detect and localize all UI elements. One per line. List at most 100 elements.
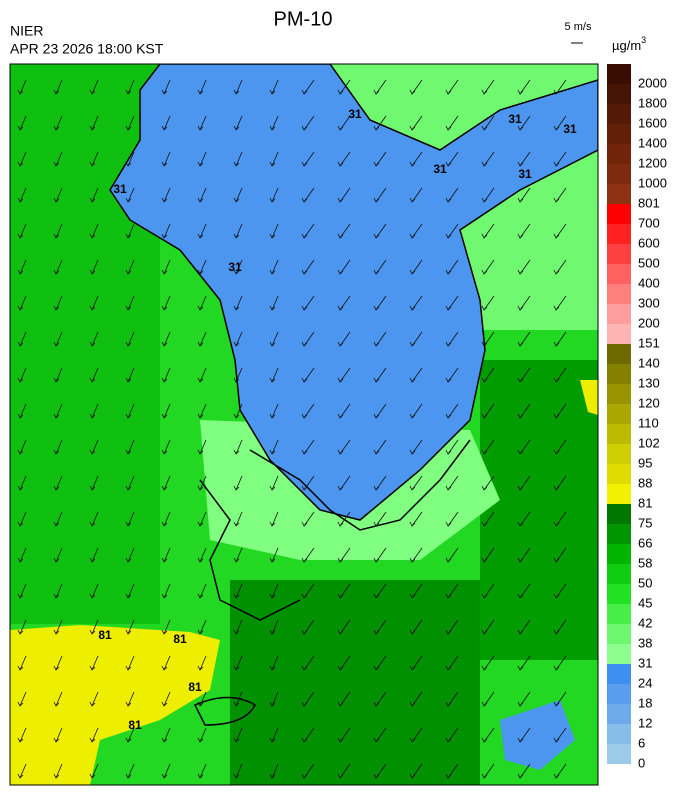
- colorbar-segment: [607, 124, 631, 144]
- wind-arrow-head: [17, 377, 24, 383]
- wind-arrow-head: [89, 665, 96, 671]
- wind-arrow: [483, 151, 495, 167]
- wind-arrow-head: [125, 233, 132, 239]
- wind-arrow-head: [53, 197, 60, 203]
- wind-arrow: [447, 115, 459, 131]
- wind-arrow-head: [481, 233, 488, 239]
- colorbar-segment: [607, 584, 631, 604]
- wind-arrow-head: [301, 125, 308, 131]
- wind-arrow: [411, 331, 423, 347]
- wind-arrow-head: [269, 89, 276, 95]
- wind-arrow: [163, 691, 171, 707]
- colorbar-label: 2000: [638, 75, 667, 90]
- wind-arrow: [235, 259, 243, 275]
- wind-arrow-head: [89, 773, 96, 779]
- wind-arrow-head: [409, 665, 416, 671]
- wind-arrow-head: [89, 125, 96, 131]
- wind-arrow: [375, 727, 387, 743]
- wind-arrow-head: [301, 377, 308, 383]
- wind-arrow-head: [17, 665, 24, 671]
- wind-arrow: [91, 439, 99, 455]
- wind-arrow: [127, 187, 135, 203]
- wind-arrow: [483, 187, 495, 203]
- wind-arrow-head: [553, 341, 560, 347]
- colorbar-segment: [607, 224, 631, 244]
- wind-arrow: [271, 547, 279, 563]
- wind-arrow: [271, 583, 279, 599]
- wind-arrow-head: [553, 557, 560, 563]
- wind-arrow-head: [445, 773, 452, 779]
- wind-arrow-head: [233, 305, 240, 311]
- wind-arrow-head: [337, 701, 344, 707]
- wind-arrow-head: [337, 161, 344, 167]
- wind-arrow-head: [89, 89, 96, 95]
- wind-arrow: [199, 691, 207, 707]
- wind-arrow-head: [517, 557, 524, 563]
- wind-arrow: [339, 151, 351, 167]
- wind-arrow: [411, 151, 423, 167]
- wind-arrow-head: [89, 197, 96, 203]
- wind-arrow: [199, 763, 207, 779]
- wind-arrow: [483, 655, 495, 671]
- wind-arrow-head: [269, 737, 276, 743]
- wind-arrow: [19, 223, 27, 239]
- wind-arrow-head: [89, 161, 96, 167]
- wind-arrow-head: [481, 665, 488, 671]
- wind-arrow-head: [517, 701, 524, 707]
- wind-arrow-head: [269, 521, 276, 527]
- wind-arrow: [163, 367, 171, 383]
- wind-arrow: [55, 655, 63, 671]
- wind-arrow-head: [233, 593, 240, 599]
- wind-arrow: [375, 259, 387, 275]
- wind-arrow-head: [53, 593, 60, 599]
- colorbar-label: 200: [638, 315, 660, 330]
- wind-arrow: [127, 691, 135, 707]
- wind-arrow: [483, 619, 495, 635]
- wind-arrow-head: [17, 557, 24, 563]
- wind-arrow: [235, 79, 243, 95]
- wind-arrow-head: [89, 593, 96, 599]
- wind-arrow: [555, 655, 567, 671]
- colorbar-segment: [607, 144, 631, 164]
- wind-arrow-head: [53, 629, 60, 635]
- wind-arrow: [91, 547, 99, 563]
- wind-arrow-head: [17, 701, 24, 707]
- wind-arrow-head: [125, 197, 132, 203]
- wind-arrow: [55, 259, 63, 275]
- wind-arrow: [519, 619, 531, 635]
- wind-arrow-head: [445, 377, 452, 383]
- wind-arrow-head: [53, 341, 60, 347]
- wind-arrow: [375, 655, 387, 671]
- wind-arrow-head: [553, 737, 560, 743]
- wind-arrow-head: [301, 161, 308, 167]
- wind-arrow: [375, 475, 387, 491]
- wind-arrow: [339, 439, 351, 455]
- wind-arrow: [447, 619, 459, 635]
- wind-arrow-head: [373, 89, 380, 95]
- wind-arrow: [91, 727, 99, 743]
- contour-label: 31: [563, 122, 577, 136]
- wind-arrow-head: [125, 377, 132, 383]
- wind-arrow-head: [17, 449, 24, 455]
- wind-arrow: [19, 655, 27, 671]
- wind-arrow: [447, 475, 459, 491]
- wind-arrow: [55, 619, 63, 635]
- wind-arrow-head: [409, 89, 416, 95]
- colorbar-label: 130: [638, 375, 660, 390]
- wind-arrow-head: [233, 197, 240, 203]
- wind-arrow: [19, 439, 27, 455]
- colorbar-label: 300: [638, 295, 660, 310]
- wind-arrow-head: [517, 413, 524, 419]
- wind-arrow: [271, 439, 279, 455]
- wind-arrow: [555, 79, 567, 95]
- wind-arrow-head: [17, 737, 24, 743]
- wind-arrow-head: [233, 485, 240, 491]
- colorbar-label: 500: [638, 255, 660, 270]
- contour-label: 31: [508, 112, 522, 126]
- wind-arrow: [91, 259, 99, 275]
- wind-arrow-head: [269, 341, 276, 347]
- colorbar-label: 400: [638, 275, 660, 290]
- wind-arrow-head: [337, 89, 344, 95]
- wind-arrow-head: [481, 377, 488, 383]
- wind-arrow: [19, 367, 27, 383]
